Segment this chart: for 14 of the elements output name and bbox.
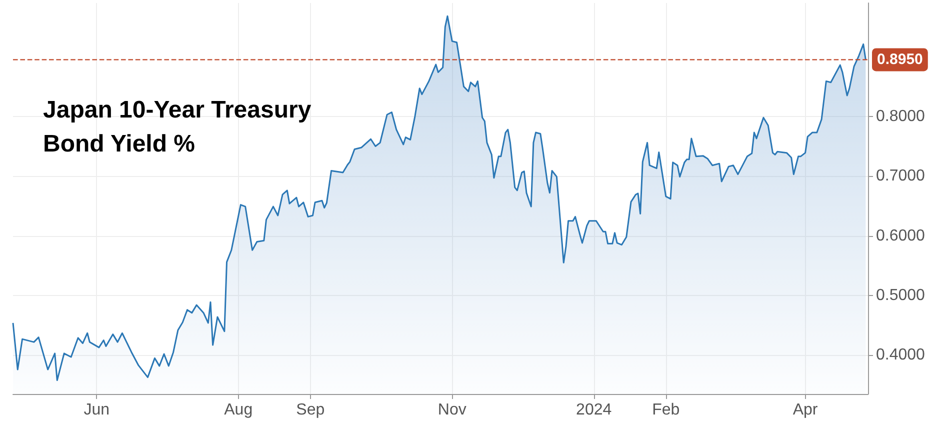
- ref-line-label: 0.8950: [877, 51, 923, 68]
- y-tick-label: 0.6000: [876, 227, 926, 244]
- x-tick-label: 2024: [576, 402, 612, 418]
- x-tick-label: Feb: [652, 402, 680, 418]
- y-tick-label: 0.8000: [876, 108, 926, 125]
- text: Japan 10-Year Treasury Bond Yield %: [43, 96, 318, 158]
- y-tick-label: 0.7000: [876, 168, 926, 185]
- x-tick-label: Nov: [438, 402, 466, 418]
- y-tick-label: 0.5000: [876, 287, 926, 304]
- x-tick-label: Jun: [84, 402, 110, 418]
- x-tick-label: Aug: [224, 402, 253, 418]
- x-tick-label: Sep: [296, 402, 325, 418]
- y-tick-label: 0.4000: [876, 346, 926, 364]
- x-tick-label: Apr: [792, 402, 818, 418]
